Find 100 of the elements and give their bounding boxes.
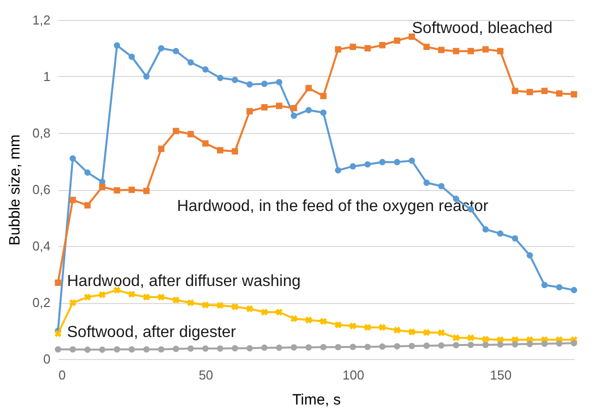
point — [541, 88, 548, 94]
point — [512, 235, 518, 242]
point — [276, 308, 283, 316]
point — [526, 340, 533, 348]
point — [320, 318, 327, 325]
point — [143, 188, 150, 194]
point — [276, 102, 282, 110]
point — [452, 334, 460, 342]
point — [394, 343, 400, 350]
point — [467, 334, 474, 342]
point — [394, 326, 401, 334]
point — [438, 46, 444, 54]
point — [423, 328, 430, 336]
annotation: Softwood, after digester — [67, 324, 237, 341]
point — [438, 342, 444, 349]
point — [172, 296, 180, 304]
point — [570, 340, 578, 346]
point — [526, 252, 533, 258]
point — [423, 342, 430, 349]
point — [556, 340, 562, 347]
point — [438, 329, 445, 336]
x-tick-label: 0 — [58, 368, 66, 382]
point — [114, 42, 120, 49]
point — [408, 158, 415, 164]
point — [202, 66, 209, 73]
point — [334, 167, 342, 174]
point — [541, 282, 548, 288]
point — [364, 324, 372, 331]
point — [128, 54, 135, 60]
point — [570, 91, 578, 98]
point — [512, 341, 518, 348]
point — [408, 342, 415, 350]
point — [231, 303, 238, 310]
point — [482, 226, 489, 232]
point — [217, 147, 224, 154]
y-tick-label: 0,4 — [32, 238, 50, 254]
point — [468, 48, 474, 54]
point — [246, 305, 254, 312]
point — [468, 342, 474, 348]
point — [334, 46, 342, 53]
point — [305, 106, 312, 114]
point — [84, 294, 91, 301]
point — [394, 37, 400, 44]
point — [172, 48, 180, 54]
x-tick-label: 100 — [342, 368, 364, 382]
point — [261, 80, 268, 87]
y-tick-label: 0 — [43, 352, 50, 366]
point — [158, 346, 164, 353]
point — [260, 308, 268, 316]
point — [232, 345, 238, 352]
point — [556, 284, 562, 290]
point — [408, 328, 416, 336]
point — [246, 345, 253, 352]
point — [172, 128, 180, 134]
point — [482, 46, 489, 53]
point — [114, 346, 120, 353]
point — [364, 45, 371, 52]
point — [290, 344, 298, 351]
point — [99, 346, 106, 353]
point — [379, 158, 386, 166]
point — [408, 34, 415, 40]
point — [452, 48, 460, 54]
point — [232, 76, 238, 84]
point — [54, 280, 62, 286]
point — [84, 346, 91, 353]
point — [261, 104, 268, 110]
point — [364, 344, 371, 350]
point — [70, 346, 76, 353]
point — [128, 290, 136, 298]
point — [188, 130, 194, 138]
point — [452, 342, 460, 348]
point — [276, 344, 282, 351]
annotation: Hardwood, after diffuser washing — [67, 273, 301, 290]
point — [290, 112, 298, 119]
point — [497, 341, 504, 348]
point — [216, 302, 224, 309]
point — [128, 186, 135, 193]
point — [54, 346, 62, 353]
point — [290, 315, 298, 322]
point — [114, 187, 120, 194]
x-tick-label: 50 — [198, 368, 214, 382]
point — [497, 230, 504, 237]
annotation: Softwood, bleached — [412, 20, 553, 37]
y-tick-label: 1,2 — [32, 12, 50, 28]
y-tick-label: 0,2 — [32, 295, 50, 310]
point — [423, 44, 430, 50]
point — [334, 321, 342, 328]
point — [305, 316, 312, 324]
point — [188, 345, 194, 352]
point — [261, 344, 268, 351]
point — [320, 92, 327, 100]
x-axis-title: Time, s — [292, 392, 341, 408]
point — [423, 180, 430, 186]
point — [187, 299, 194, 306]
point — [320, 110, 327, 116]
point — [128, 346, 135, 353]
point — [246, 108, 253, 114]
y-tick-label: 0,8 — [32, 126, 50, 140]
point — [394, 158, 400, 166]
point — [350, 44, 356, 50]
